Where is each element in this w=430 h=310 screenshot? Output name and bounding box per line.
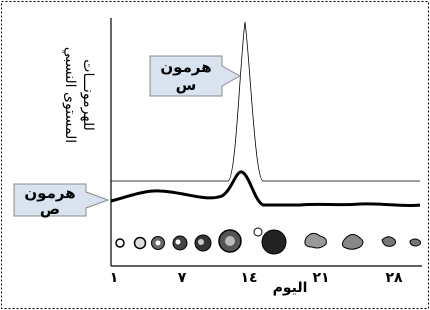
callout-y: هرمون ص [14,184,108,218]
y-axis-label: المستوى النسبي [62,47,78,143]
x-axis-title: اليوم [273,280,308,296]
callout-text: س [176,76,197,94]
x-tick-label: ٢٨ [385,270,403,286]
x-tick-label: ٢١ [312,270,329,286]
callout-x: هرمون س [150,56,240,96]
callout-text: هرمون [160,58,211,76]
follicles [116,228,421,254]
callout-text: ص [40,200,60,218]
x-tick-label: ١٤ [240,270,257,286]
x-tick-label: ١ [110,270,119,286]
hormone-y-curve [111,172,420,206]
page: {"y_axis_label": {"lines": ["المستوى الن… [0,0,430,310]
diagram: هرمون س هرمون ص المستوى النسبي للهرمونــ… [0,0,430,310]
hormone-x-curve [111,22,420,181]
x-tick-label: ٧ [178,270,187,286]
y-axis-label: للهرمونـــات [80,59,96,130]
